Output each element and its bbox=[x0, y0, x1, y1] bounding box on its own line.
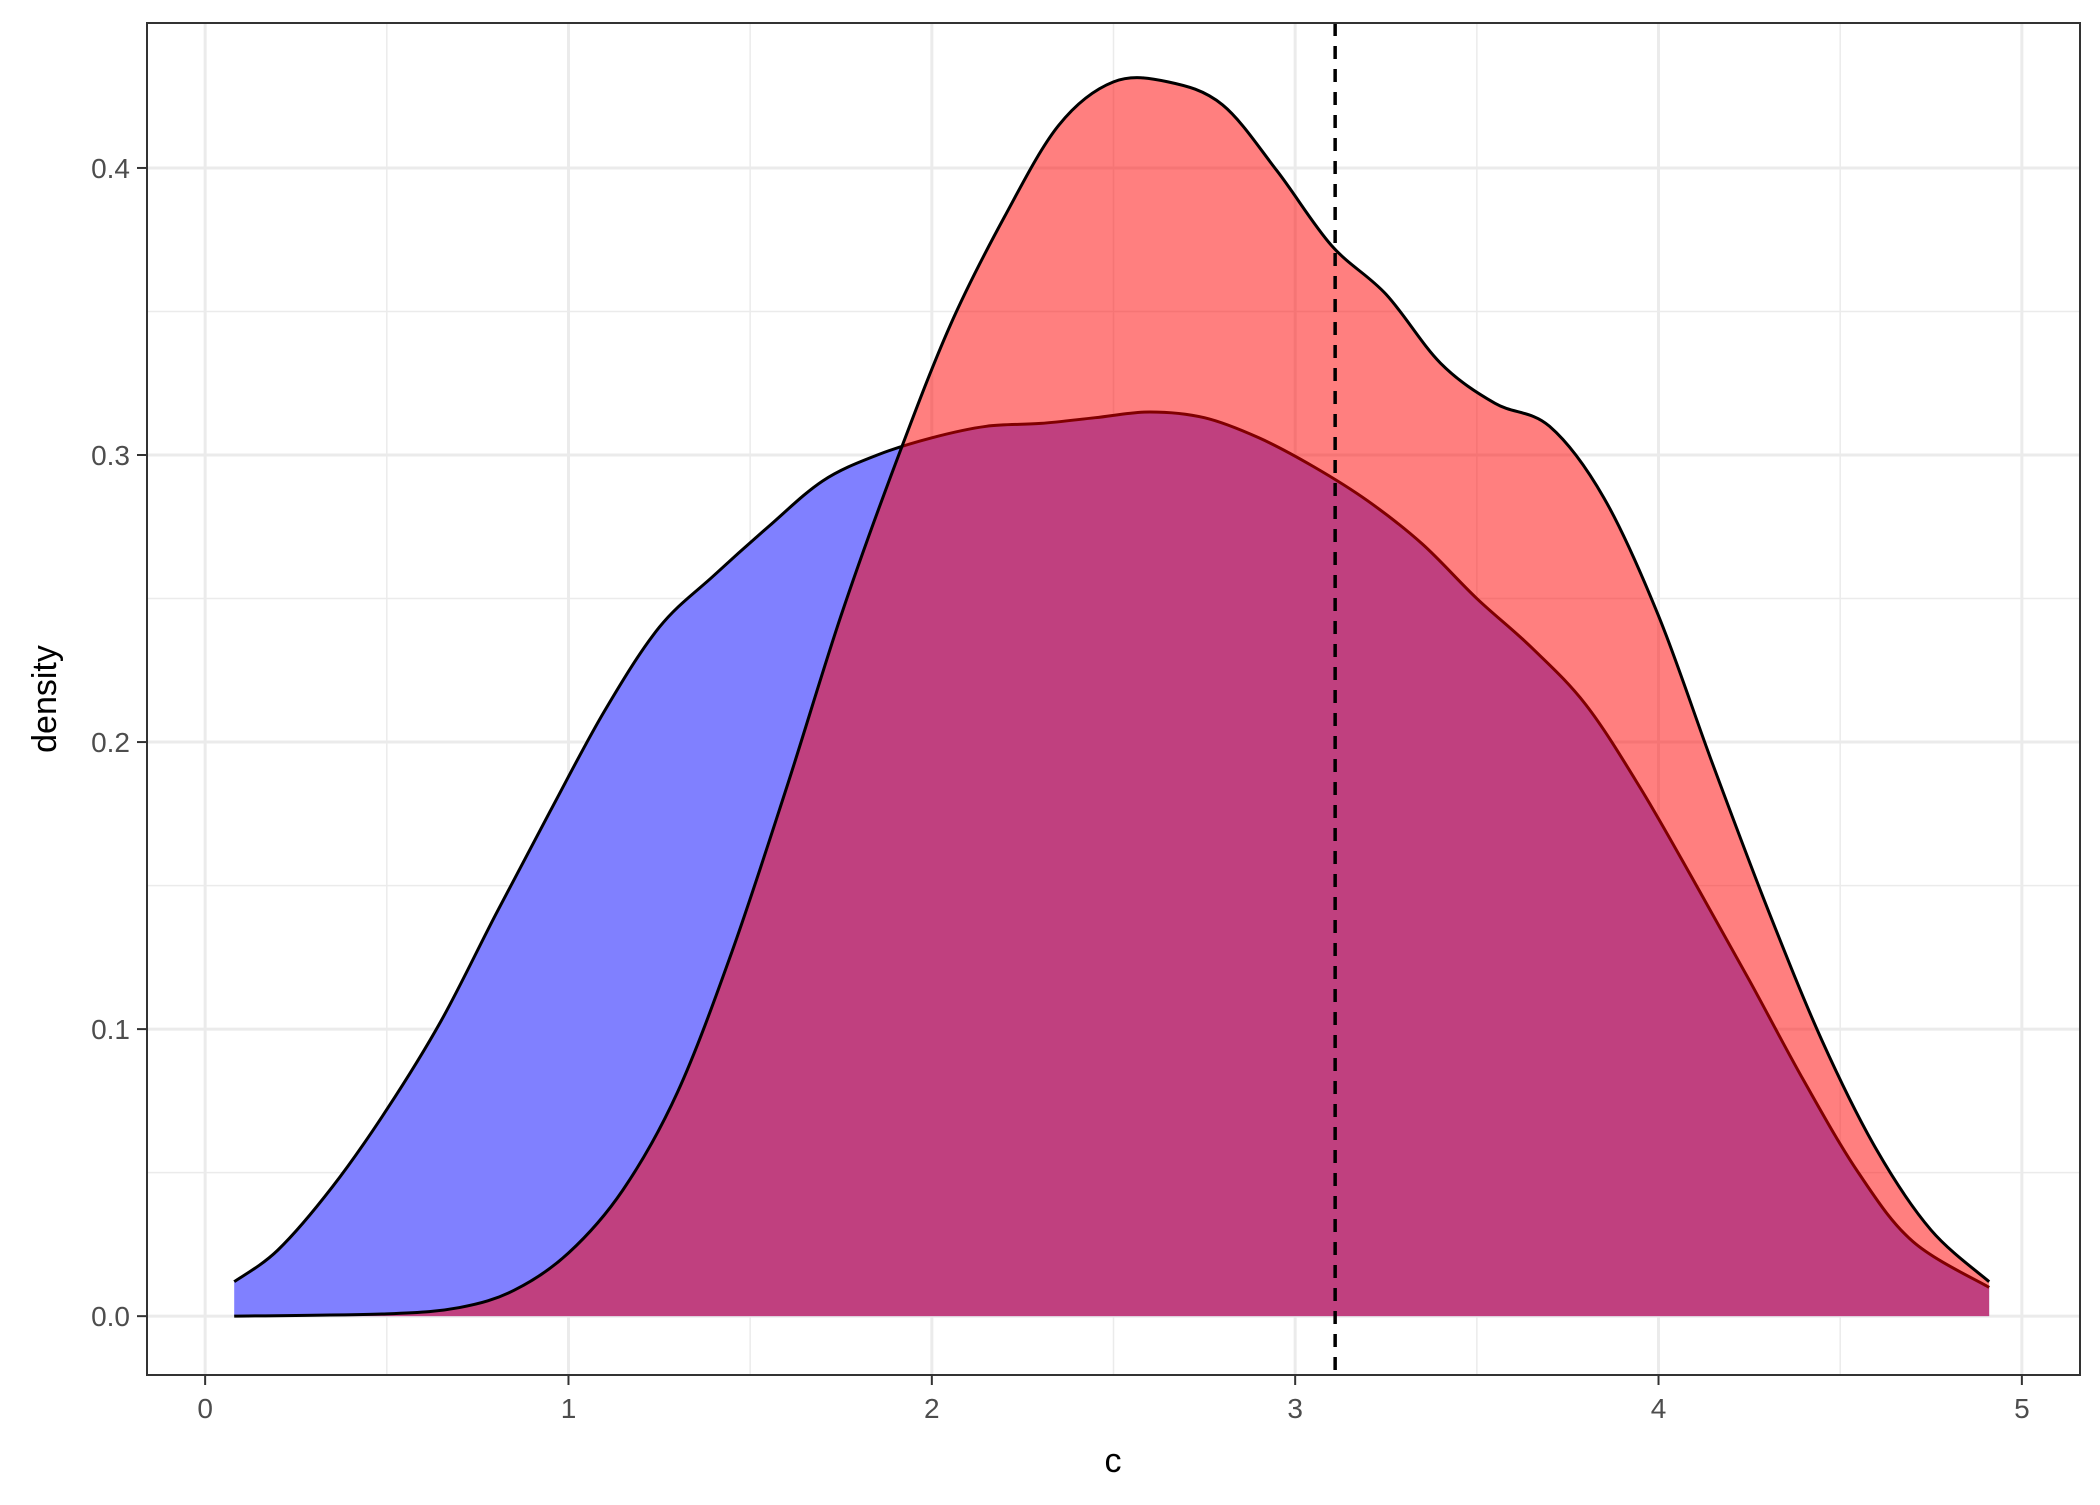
density-areas bbox=[233, 76, 1991, 1318]
x-tick-label: 1 bbox=[561, 1393, 577, 1424]
density-curve-2 bbox=[234, 76, 1991, 1318]
x-axis-title: c bbox=[1105, 1442, 1122, 1480]
density-area-2 bbox=[234, 77, 1990, 1317]
y-tick-label: 0.3 bbox=[91, 440, 130, 471]
y-axis-title: density bbox=[26, 645, 64, 753]
plot-border bbox=[146, 22, 2081, 1376]
x-tick-label: 3 bbox=[1287, 1393, 1303, 1424]
y-tick-label: 0.4 bbox=[91, 153, 130, 184]
y-axis-ticks: 0.0 0.1 0.2 0.3 0.4 bbox=[91, 153, 147, 1332]
x-tick-label: 4 bbox=[1651, 1393, 1667, 1424]
x-tick-label: 5 bbox=[2014, 1393, 2030, 1424]
y-tick-label: 0.0 bbox=[91, 1301, 130, 1332]
y-tick-label: 0.2 bbox=[91, 727, 130, 758]
x-axis-ticks: 0 1 2 3 4 5 bbox=[197, 1375, 2030, 1424]
x-tick-label: 0 bbox=[197, 1393, 213, 1424]
x-tick-label: 2 bbox=[924, 1393, 940, 1424]
y-tick-label: 0.1 bbox=[91, 1014, 130, 1045]
